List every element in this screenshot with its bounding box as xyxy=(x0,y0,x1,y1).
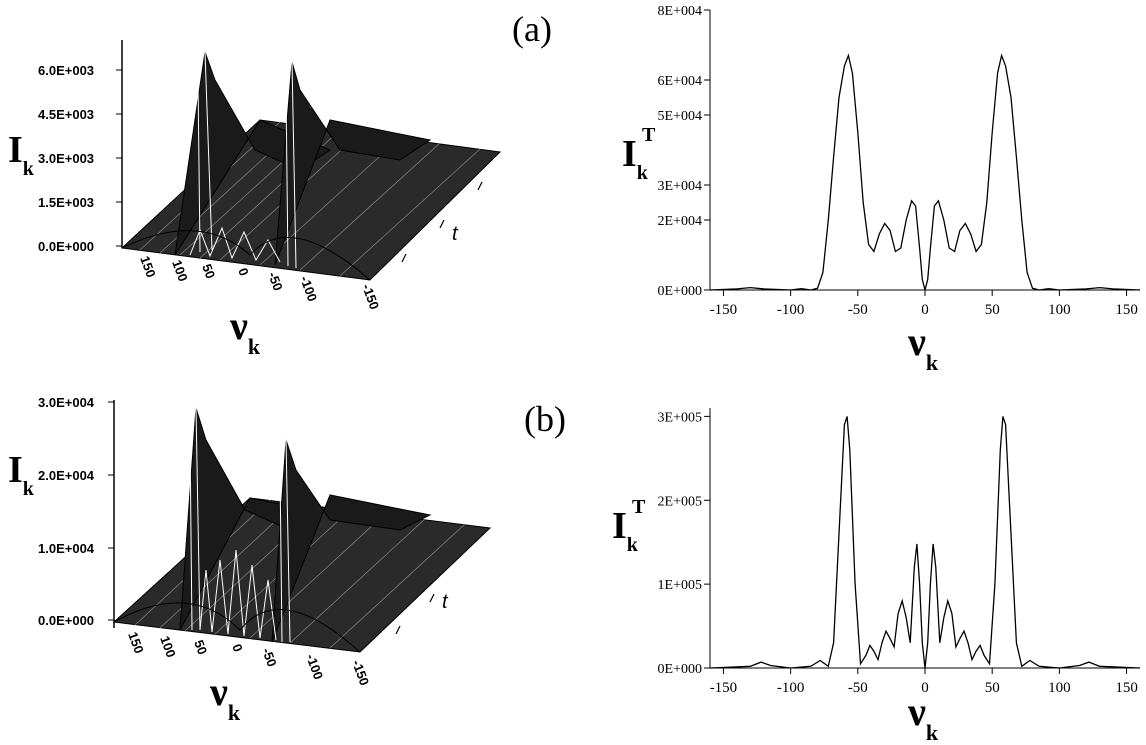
x-tick-label: 0 xyxy=(921,302,929,318)
surface-b-nu-tick: 100 xyxy=(157,634,179,660)
x-tick-label: 0 xyxy=(921,680,929,696)
y-tick-label: 0E+000 xyxy=(658,284,702,299)
spectrum-series-line xyxy=(709,416,1141,669)
y-tick-label: 8E+004 xyxy=(658,4,702,19)
surface-b-nu-tick: 150 xyxy=(125,630,147,656)
surface-b-nu-label: νk xyxy=(210,669,241,725)
surface-a-zticks: 6.0E+003 4.5E+003 3.0E+003 1.5E+003 0.0E… xyxy=(38,63,122,254)
surface-b-nu-tick: 50 xyxy=(191,638,210,657)
surface-plot-b: 3.0E+004 2.0E+004 1.0E+004 0.0E+000 150 … xyxy=(38,395,492,688)
y-tick-label: 6E+004 xyxy=(658,74,702,89)
spectrum-series-line xyxy=(709,53,1141,291)
surface-a-ztick: 0.0E+000 xyxy=(38,239,94,254)
surface-b-t-label: t xyxy=(442,591,449,613)
surface-a-zlabel: Ik xyxy=(8,129,34,180)
surface-b-ztick: 2.0E+004 xyxy=(38,468,95,483)
surface-a-nu-ticks: 150 100 50 0 -50 -100 -150 xyxy=(137,254,382,312)
x-tick-label: 150 xyxy=(1115,302,1138,318)
x-tick-label: 100 xyxy=(1048,680,1071,696)
surface-b-nu-tick: -150 xyxy=(349,658,372,688)
spectrum-a-xlabel: νk xyxy=(908,319,939,375)
spectrum-b-xlabel: νk xyxy=(908,689,939,745)
surface-a-ztick: 4.5E+003 xyxy=(38,107,94,122)
spectrum-plot-b: 0E+000 1E+005 2E+005 3E+005 -150 -100 -50 0 50 10… xyxy=(658,408,1141,696)
surface-a-nu-tick: -150 xyxy=(359,282,382,312)
y-tick-label: 3E+004 xyxy=(658,179,702,194)
x-tick-label: -150 xyxy=(710,302,738,318)
x-tick-label: 100 xyxy=(1048,302,1071,318)
surface-a-nu-tick: 150 xyxy=(137,254,159,280)
surface-a-nu-tick: 0 xyxy=(235,266,252,278)
x-tick-label: -50 xyxy=(848,302,868,318)
surface-b-ztick: 0.0E+000 xyxy=(38,613,94,628)
y-tick-label: 2E+004 xyxy=(658,214,702,229)
spectrum-plot-a: 0E+000 2E+004 3E+004 5E+004 6E+004 8E+004 -150… xyxy=(658,4,1141,318)
y-tick-label: 5E+004 xyxy=(658,109,702,124)
x-tick-label: -100 xyxy=(777,302,805,318)
y-tick-label: 0E+000 xyxy=(658,662,702,677)
x-tick-label: -50 xyxy=(848,680,868,696)
surface-a-ztick: 1.5E+003 xyxy=(38,195,94,210)
surface-a-nu-tick: 100 xyxy=(169,258,191,284)
surface-a-nu-tick: 50 xyxy=(199,262,218,281)
surface-a-t-label: t xyxy=(452,223,459,245)
surface-b-nu-tick: -50 xyxy=(259,646,280,669)
x-tick-label: -100 xyxy=(777,680,805,696)
surface-plot-a: 6.0E+003 4.5E+003 3.0E+003 1.5E+003 0.0E… xyxy=(38,40,502,312)
surface-a-ztick: 6.0E+003 xyxy=(38,63,94,78)
panel-a-label: (a) xyxy=(512,9,552,49)
surface-b-ztick: 3.0E+004 xyxy=(38,395,95,410)
surface-b-zticks: 3.0E+004 2.0E+004 1.0E+004 0.0E+000 xyxy=(38,395,114,628)
surface-a-nu-tick: -100 xyxy=(297,274,320,304)
surface-b-nu-tick: 0 xyxy=(229,642,246,654)
surface-b-zlabel: Ik xyxy=(8,449,34,500)
surface-b-ztick: 1.0E+004 xyxy=(38,541,95,556)
x-tick-label: 50 xyxy=(985,302,1000,318)
x-tick-label: 150 xyxy=(1115,680,1138,696)
surface-a-ztick: 3.0E+003 xyxy=(38,151,94,166)
y-tick-label: 1E+005 xyxy=(658,578,702,593)
y-tick-label: 3E+005 xyxy=(658,410,702,425)
panel-b-label: (b) xyxy=(524,399,566,439)
y-tick-label: 2E+005 xyxy=(658,494,702,509)
surface-b-nu-tick: -100 xyxy=(303,652,326,682)
surface-a-nu-tick: -50 xyxy=(265,270,286,293)
x-tick-label: 50 xyxy=(985,680,1000,696)
x-tick-label: -150 xyxy=(710,680,738,696)
surface-a-nu-label: νk xyxy=(230,303,261,359)
